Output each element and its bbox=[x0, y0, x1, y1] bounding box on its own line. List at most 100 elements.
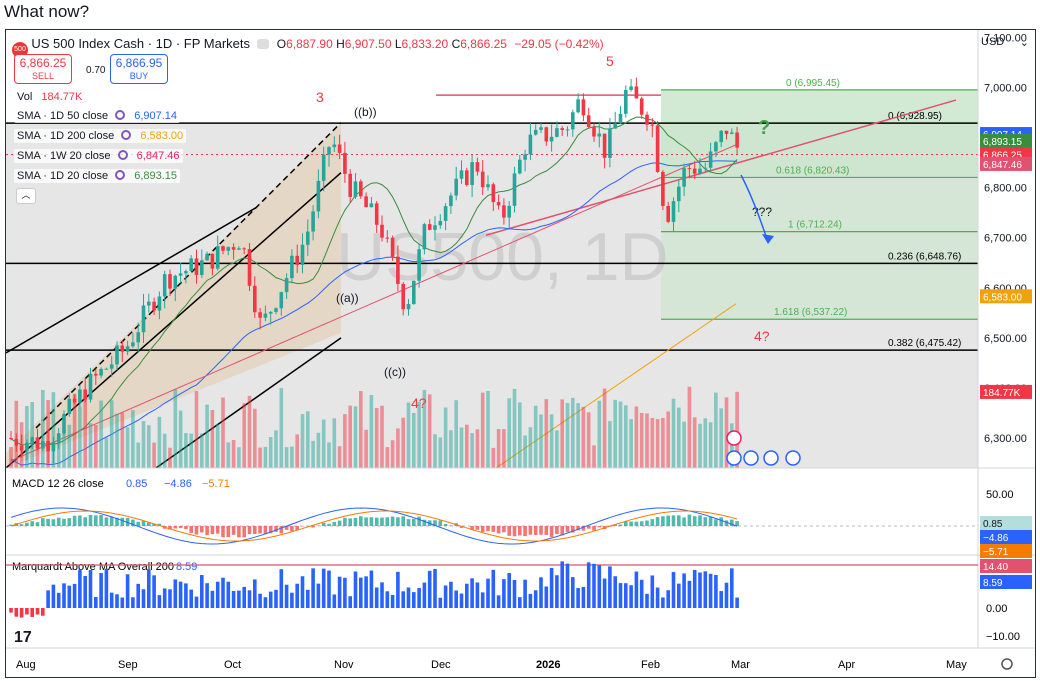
marquardt-bar bbox=[78, 569, 82, 608]
change-value: −29.05 (−0.42%) bbox=[514, 37, 604, 51]
macd-histogram-bar bbox=[258, 526, 262, 534]
volume-bar bbox=[571, 397, 575, 468]
marquardt-bar bbox=[491, 569, 496, 608]
candle-body bbox=[221, 246, 225, 251]
marquardt-bar bbox=[274, 589, 278, 608]
marquardt-bar bbox=[533, 590, 538, 608]
volume-bar bbox=[422, 389, 427, 468]
volume-bar bbox=[677, 407, 681, 468]
macd-y-tick: 50.00 bbox=[986, 489, 1014, 501]
price-label-box bbox=[980, 134, 1032, 149]
candle-body bbox=[152, 301, 156, 311]
marquardt-value: 8.59 bbox=[176, 561, 197, 573]
settings-icon[interactable] bbox=[121, 130, 132, 140]
wave-label: 4? bbox=[754, 328, 770, 344]
macd-histogram-bar bbox=[369, 517, 374, 526]
candle-body bbox=[565, 129, 570, 131]
volume-bar bbox=[655, 419, 660, 468]
macd-value: −4.86 bbox=[164, 478, 192, 490]
sma-legend-1[interactable]: SMA · 1D 200 close 6,583.00 bbox=[14, 129, 187, 143]
macd-histogram-bar bbox=[576, 526, 580, 531]
marquardt-bar bbox=[401, 591, 405, 608]
candle-body bbox=[104, 368, 109, 370]
currency-select[interactable]: USD ⌄ bbox=[981, 36, 1029, 49]
marquardt-bar bbox=[284, 584, 289, 608]
marquardt-bar bbox=[687, 580, 692, 608]
marquardt-bar bbox=[555, 575, 559, 608]
macd-histogram-bar bbox=[671, 515, 676, 526]
sma-legend-0[interactable]: SMA · 1D 50 close 6,907.14 bbox=[14, 109, 181, 123]
candle-body bbox=[258, 312, 262, 318]
minus-icon[interactable] bbox=[257, 39, 270, 49]
buy-button[interactable]: 6,866.95 BUY bbox=[110, 54, 168, 84]
candle-body bbox=[629, 86, 633, 90]
sma-legend-3[interactable]: SMA · 1D 20 close 6,893.15 bbox=[14, 169, 181, 183]
volume-legend[interactable]: Vol 184.77K bbox=[14, 90, 86, 104]
volume-bar bbox=[708, 422, 713, 468]
candle-body bbox=[698, 168, 702, 174]
volume-bar bbox=[369, 395, 374, 468]
event-flag-icon bbox=[743, 450, 759, 466]
volume-bar bbox=[290, 446, 294, 468]
macd-histogram-bar bbox=[194, 526, 199, 535]
volume-bar bbox=[210, 409, 215, 468]
settings-icon[interactable] bbox=[117, 150, 128, 160]
marquardt-bar bbox=[523, 579, 527, 608]
marquardt-bar bbox=[475, 582, 480, 608]
chart-canvas[interactable]: US500, 1D7,100.007,000.006,900.006,800.0… bbox=[6, 30, 1035, 677]
candle-body bbox=[438, 220, 443, 226]
level-label: 0 (6,928.95) bbox=[888, 111, 942, 122]
marquardt-bar bbox=[698, 572, 702, 608]
macd-histogram-bar bbox=[72, 515, 77, 526]
marquardt-bar bbox=[83, 575, 87, 608]
chevron-up-icon[interactable]: ︿ bbox=[16, 188, 36, 204]
settings-icon[interactable] bbox=[115, 170, 126, 180]
volume-bar bbox=[274, 430, 278, 468]
candle-body bbox=[666, 205, 670, 222]
marquardt-bar bbox=[263, 597, 268, 608]
volume-bar bbox=[597, 400, 602, 468]
symbol-title[interactable]: US 500 Index Cash · 1D · FP Markets bbox=[31, 36, 251, 51]
settings-gear-icon[interactable] bbox=[1001, 658, 1013, 670]
marquardt-bar bbox=[629, 585, 633, 608]
candle-body bbox=[427, 224, 432, 230]
macd-histogram-bar bbox=[343, 517, 347, 526]
sell-button[interactable]: 6,866.25 SELL bbox=[14, 54, 72, 84]
macd-histogram-bar bbox=[147, 522, 151, 526]
settings-icon[interactable] bbox=[115, 110, 126, 120]
volume-bar bbox=[327, 442, 331, 468]
candle-body bbox=[157, 296, 162, 311]
volume-bar bbox=[72, 393, 77, 468]
marquardt-bar bbox=[724, 582, 729, 608]
marquardt-bar bbox=[576, 587, 580, 608]
candle-body bbox=[210, 253, 215, 269]
wave-label: 5 bbox=[606, 53, 614, 69]
macd-histogram-bar bbox=[364, 517, 368, 526]
volume-bar bbox=[35, 442, 40, 468]
macd-histogram-bar bbox=[385, 517, 390, 526]
sma-legend-2[interactable]: SMA · 1W 20 close 6,847.46 bbox=[14, 149, 183, 163]
candle-body bbox=[576, 99, 580, 113]
volume-bar bbox=[608, 421, 612, 468]
sma-label: SMA · 1W 20 close bbox=[17, 150, 111, 162]
macd-histogram-bar bbox=[443, 524, 448, 526]
macd-histogram-bar bbox=[152, 523, 156, 526]
marquardt-y-tick: −10.00 bbox=[986, 631, 1020, 643]
candle-body bbox=[549, 136, 554, 142]
macd-histogram-bar bbox=[215, 526, 220, 534]
y-tick-label: 6,500.00 bbox=[984, 333, 1027, 345]
macd-histogram-bar bbox=[459, 526, 464, 528]
marquardt-bar bbox=[396, 571, 400, 608]
volume-bar bbox=[253, 408, 257, 468]
macd-value-box bbox=[980, 516, 1032, 530]
volume-bar bbox=[380, 405, 384, 468]
candle-body bbox=[353, 181, 358, 197]
channel-upper-line bbox=[6, 207, 257, 354]
marquardt-bar bbox=[189, 589, 193, 608]
macd-histogram-bar bbox=[205, 526, 209, 536]
sell-price: 6,866.25 bbox=[19, 56, 67, 70]
volume-bar bbox=[692, 417, 697, 468]
candle-body bbox=[178, 273, 183, 276]
marquardt-bar bbox=[369, 570, 374, 608]
marquardt-bar bbox=[173, 579, 178, 608]
